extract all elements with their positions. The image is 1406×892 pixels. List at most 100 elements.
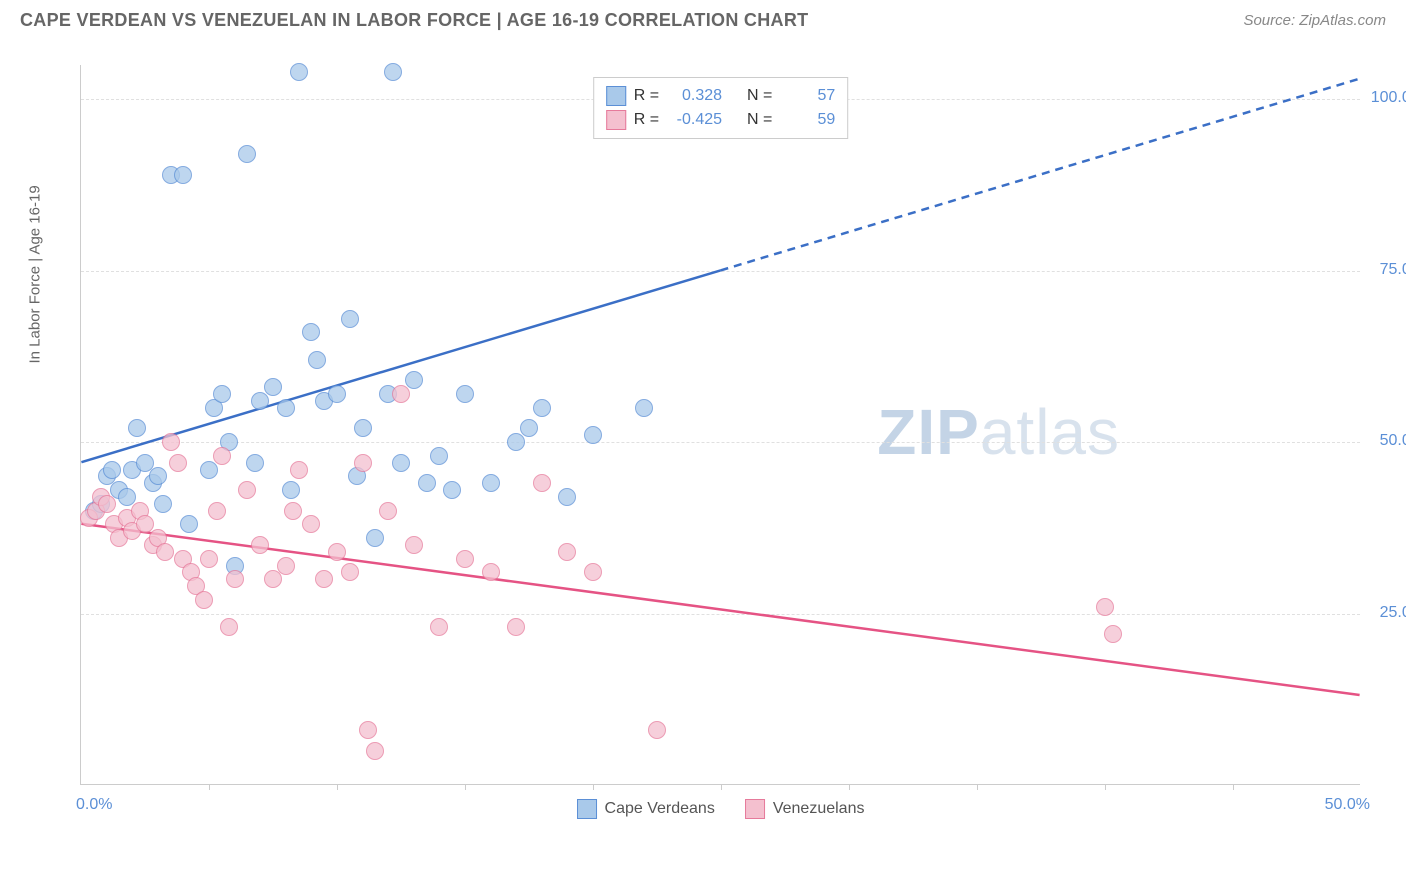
data-point	[200, 461, 218, 479]
data-point	[482, 474, 500, 492]
data-point	[246, 454, 264, 472]
data-point	[328, 543, 346, 561]
legend-item-venezuelans: Venezuelans	[745, 799, 865, 819]
data-point	[284, 502, 302, 520]
x-tick	[849, 784, 850, 790]
data-point	[456, 385, 474, 403]
data-point	[154, 495, 172, 513]
data-point	[128, 419, 146, 437]
data-point	[430, 618, 448, 636]
data-point	[533, 399, 551, 417]
data-point	[354, 419, 372, 437]
data-point	[558, 543, 576, 561]
data-point	[392, 385, 410, 403]
data-point	[169, 454, 187, 472]
data-point	[302, 323, 320, 341]
n-value: 57	[780, 87, 835, 105]
y-tick-label: 100.0%	[1365, 89, 1406, 107]
data-point	[341, 563, 359, 581]
data-point	[341, 310, 359, 328]
swatch-icon	[745, 799, 765, 819]
stats-legend: R = 0.328 N = 57 R = -0.425 N = 59	[593, 77, 849, 139]
stats-row-cape-verdeans: R = 0.328 N = 57	[606, 84, 836, 108]
plot-region: ZIPatlas 25.0%50.0%75.0%100.0% R = 0.328…	[80, 65, 1360, 785]
y-tick-label: 75.0%	[1365, 261, 1406, 279]
header: CAPE VERDEAN VS VENEZUELAN IN LABOR FORC…	[0, 0, 1406, 39]
data-point	[277, 557, 295, 575]
gridline	[81, 442, 1360, 443]
series-legend: Cape Verdeans Venezuelans	[577, 799, 865, 819]
data-point	[533, 474, 551, 492]
data-point	[308, 351, 326, 369]
data-point	[359, 721, 377, 739]
source-attribution: Source: ZipAtlas.com	[1243, 12, 1386, 29]
data-point	[430, 447, 448, 465]
data-point	[213, 447, 231, 465]
data-point	[392, 454, 410, 472]
data-point	[238, 481, 256, 499]
swatch-icon	[606, 86, 626, 106]
data-point	[200, 550, 218, 568]
x-tick	[337, 784, 338, 790]
stats-row-venezuelans: R = -0.425 N = 59	[606, 108, 836, 132]
data-point	[98, 495, 116, 513]
data-point	[277, 399, 295, 417]
data-point	[264, 378, 282, 396]
data-point	[162, 433, 180, 451]
data-point	[302, 515, 320, 533]
data-point	[195, 591, 213, 609]
data-point	[507, 433, 525, 451]
data-point	[648, 721, 666, 739]
data-point	[251, 392, 269, 410]
x-tick	[465, 784, 466, 790]
data-point	[290, 461, 308, 479]
data-point	[220, 618, 238, 636]
data-point	[103, 461, 121, 479]
data-point	[282, 481, 300, 499]
data-point	[226, 570, 244, 588]
data-point	[418, 474, 436, 492]
data-point	[482, 563, 500, 581]
data-point	[635, 399, 653, 417]
r-value: -0.425	[667, 111, 722, 129]
data-point	[558, 488, 576, 506]
data-point	[405, 371, 423, 389]
data-point	[366, 529, 384, 547]
data-point	[405, 536, 423, 554]
data-point	[366, 742, 384, 760]
x-tick	[209, 784, 210, 790]
data-point	[1104, 625, 1122, 643]
data-point	[315, 570, 333, 588]
y-tick-label: 50.0%	[1365, 432, 1406, 450]
data-point	[264, 570, 282, 588]
watermark: ZIPatlas	[877, 395, 1120, 469]
data-point	[328, 385, 346, 403]
trend-lines	[81, 65, 1360, 784]
data-point	[156, 543, 174, 561]
x-tick-label: 0.0%	[76, 796, 112, 814]
data-point	[384, 63, 402, 81]
chart-area: In Labor Force | Age 16-19 ZIPatlas 25.0…	[50, 55, 1360, 835]
gridline	[81, 614, 1360, 615]
x-tick	[977, 784, 978, 790]
data-point	[238, 145, 256, 163]
data-point	[213, 385, 231, 403]
x-tick	[721, 784, 722, 790]
data-point	[251, 536, 269, 554]
x-tick	[593, 784, 594, 790]
data-point	[507, 618, 525, 636]
data-point	[354, 454, 372, 472]
swatch-icon	[577, 799, 597, 819]
data-point	[149, 467, 167, 485]
data-point	[290, 63, 308, 81]
r-value: 0.328	[667, 87, 722, 105]
y-axis-label: In Labor Force | Age 16-19	[27, 185, 44, 363]
data-point	[584, 426, 602, 444]
data-point	[520, 419, 538, 437]
data-point	[379, 502, 397, 520]
data-point	[174, 166, 192, 184]
data-point	[208, 502, 226, 520]
y-tick-label: 25.0%	[1365, 604, 1406, 622]
chart-title: CAPE VERDEAN VS VENEZUELAN IN LABOR FORC…	[20, 10, 808, 31]
data-point	[584, 563, 602, 581]
